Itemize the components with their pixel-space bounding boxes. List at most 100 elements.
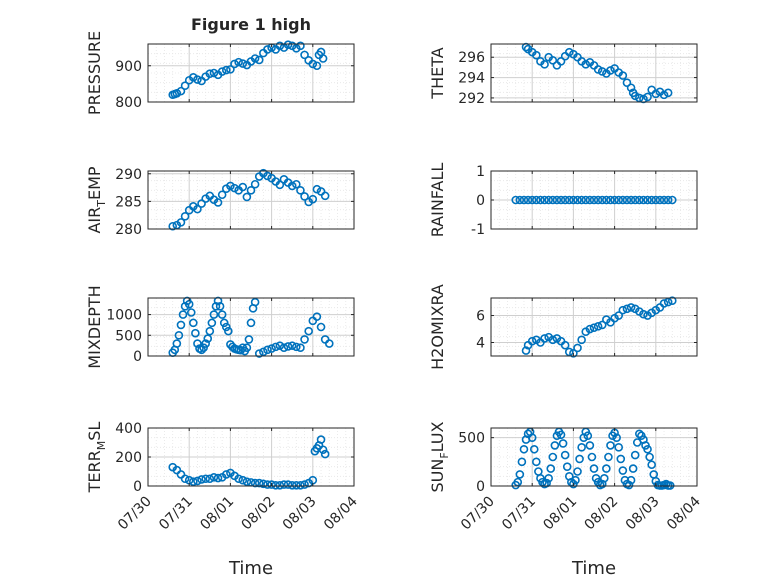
data-point bbox=[271, 480, 281, 490]
data-point bbox=[197, 199, 206, 208]
data-point bbox=[573, 467, 582, 476]
data-point bbox=[263, 345, 272, 355]
data-point bbox=[275, 41, 285, 51]
data-point bbox=[540, 195, 549, 205]
data-point bbox=[548, 195, 558, 205]
y-tick-label: 500 bbox=[115, 328, 142, 344]
data-point bbox=[589, 195, 599, 205]
data-point bbox=[602, 464, 611, 473]
data-point bbox=[246, 318, 256, 328]
subplot-air_temp: 280 285 290 AIRTEMP bbox=[85, 166, 355, 238]
data-point bbox=[618, 466, 628, 475]
data-point bbox=[209, 310, 219, 319]
data-point bbox=[523, 195, 533, 205]
data-point bbox=[259, 479, 268, 489]
data-point bbox=[250, 297, 260, 307]
x-tick-label: 08/01 bbox=[197, 494, 237, 534]
figure-title: Figure 1 high bbox=[191, 15, 311, 34]
data-point bbox=[659, 195, 669, 205]
data-point bbox=[663, 195, 673, 205]
data-point bbox=[226, 181, 235, 191]
data-point bbox=[618, 195, 628, 205]
data-point bbox=[221, 65, 231, 75]
data-point bbox=[234, 57, 243, 67]
data-point bbox=[201, 474, 210, 484]
data-point bbox=[283, 40, 293, 50]
data-point bbox=[622, 195, 632, 205]
y-tick-label: 280 bbox=[115, 222, 142, 238]
data-point bbox=[193, 339, 202, 348]
data-point bbox=[172, 339, 182, 348]
data-point bbox=[263, 45, 272, 54]
data-point bbox=[655, 195, 665, 205]
data-point bbox=[622, 304, 632, 314]
subplot-theta: 292 294 296 THETA bbox=[428, 42, 698, 107]
data-point bbox=[593, 195, 603, 205]
data-point bbox=[597, 195, 607, 205]
data-point bbox=[575, 454, 584, 464]
data-point bbox=[599, 473, 609, 483]
data-point bbox=[279, 480, 289, 489]
data-point bbox=[250, 54, 260, 63]
data-point bbox=[521, 346, 531, 355]
data-point bbox=[178, 310, 188, 319]
data-point bbox=[254, 349, 264, 358]
data-point bbox=[267, 344, 276, 353]
data-point bbox=[606, 195, 615, 205]
data-point bbox=[180, 301, 190, 311]
data-point bbox=[201, 339, 210, 348]
y-tick-label: 292 bbox=[458, 91, 485, 107]
axes-box bbox=[490, 427, 698, 487]
data-point bbox=[292, 179, 301, 189]
data-point bbox=[238, 59, 248, 68]
data-point bbox=[562, 462, 572, 471]
data-point bbox=[230, 183, 239, 193]
y-axis-label: SUNFLUX bbox=[428, 421, 451, 492]
data-point bbox=[558, 439, 568, 448]
data-point bbox=[616, 454, 626, 464]
data-point bbox=[308, 194, 318, 204]
data-point bbox=[529, 444, 539, 454]
y-tick-label: 6 bbox=[476, 309, 485, 325]
data-point bbox=[230, 59, 239, 69]
axes-box bbox=[490, 43, 698, 103]
data-point bbox=[542, 478, 551, 488]
data-point bbox=[168, 221, 178, 231]
data-point bbox=[217, 310, 227, 319]
x-tick-label: 08/02 bbox=[582, 494, 622, 534]
data-point bbox=[197, 475, 206, 484]
data-point bbox=[527, 433, 537, 442]
data-point bbox=[203, 334, 213, 343]
data-point bbox=[287, 341, 297, 350]
data-point bbox=[304, 326, 313, 336]
data-point bbox=[643, 92, 652, 102]
data-point bbox=[193, 204, 202, 214]
data-point bbox=[626, 195, 636, 205]
data-point bbox=[189, 318, 198, 328]
data-point bbox=[583, 431, 593, 441]
data-point bbox=[564, 347, 574, 357]
data-point bbox=[667, 296, 677, 305]
data-point bbox=[186, 308, 196, 317]
data-point bbox=[546, 464, 556, 473]
data-point bbox=[221, 322, 231, 332]
data-point bbox=[254, 478, 264, 488]
data-point bbox=[172, 89, 182, 98]
data-point bbox=[316, 322, 326, 332]
subplot-sun_flux: 0 500 SUNFLUX 07/30 07/31 08/01 08/02 08/03 08/0… bbox=[428, 421, 704, 533]
data-point bbox=[287, 480, 297, 490]
subplot-rainfall: -1 0 1 RAINFALL bbox=[428, 163, 698, 238]
data-point bbox=[659, 90, 669, 100]
data-point bbox=[667, 195, 677, 205]
data-point bbox=[614, 311, 624, 320]
data-point bbox=[519, 444, 529, 454]
data-point bbox=[221, 470, 231, 479]
subplot-h2o_mixing_ratio: 4 6 H2OMIXRA bbox=[428, 284, 698, 370]
data-point bbox=[205, 69, 215, 79]
data-point bbox=[571, 475, 580, 485]
data-point bbox=[275, 341, 285, 350]
data-point bbox=[556, 56, 566, 66]
data-point bbox=[564, 47, 574, 57]
data-point bbox=[283, 480, 293, 489]
